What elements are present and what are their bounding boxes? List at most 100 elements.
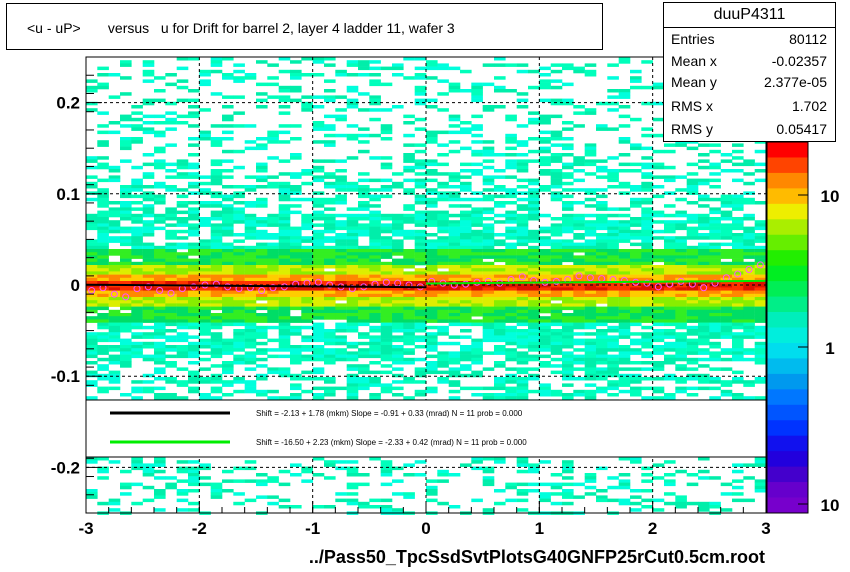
- heatmap-cell: [86, 108, 98, 112]
- heatmap-cell: [607, 287, 619, 291]
- heatmap-cell: [698, 181, 710, 186]
- heatmap-cell: [754, 223, 767, 227]
- heatmap-cell: [437, 316, 449, 320]
- heatmap-cell: [743, 172, 755, 176]
- heatmap-cell: [528, 341, 540, 346]
- heatmap-cell: [482, 242, 495, 247]
- heatmap-cell: [120, 303, 132, 307]
- heatmap-cell: [154, 357, 166, 362]
- heatmap-cell: [222, 226, 234, 231]
- heatmap-cell: [426, 386, 438, 391]
- heatmap-cell: [698, 249, 710, 253]
- heatmap-cell: [528, 345, 540, 349]
- heatmap-cell: [754, 329, 767, 333]
- heatmap-cell: [210, 335, 223, 339]
- heatmap-cell: [369, 204, 381, 208]
- heatmap-cell: [210, 265, 223, 269]
- heatmap-cell: [732, 293, 744, 298]
- heatmap-cell: [641, 271, 653, 275]
- heatmap-cell: [482, 306, 495, 311]
- heatmap-cell: [573, 338, 585, 343]
- heatmap-cell: [165, 117, 177, 122]
- heatmap-cell: [335, 213, 347, 218]
- heatmap-cell: [199, 300, 211, 304]
- heatmap-cell: [664, 329, 676, 333]
- heatmap-cell: [335, 309, 347, 314]
- heatmap-cell: [414, 370, 427, 375]
- heatmap-cell: [720, 169, 733, 173]
- heatmap-cell: [641, 313, 653, 317]
- heatmap-cell: [539, 386, 551, 391]
- heatmap-cell: [199, 261, 211, 266]
- heatmap-cell: [732, 306, 744, 311]
- heatmap-cell: [460, 204, 472, 208]
- heatmap-cell: [709, 185, 721, 189]
- heatmap-cell: [698, 265, 710, 269]
- heatmap-cell: [244, 293, 257, 298]
- heatmap-cell: [380, 213, 393, 218]
- heatmap-cell: [596, 239, 608, 243]
- heatmap-cell: [86, 220, 98, 224]
- heatmap-cell: [505, 252, 517, 256]
- heatmap-cell: [86, 345, 98, 349]
- heatmap-cell: [278, 322, 291, 327]
- heatmap-cell: [652, 265, 665, 269]
- heatmap-cell: [278, 159, 291, 163]
- heatmap-cell: [732, 220, 744, 224]
- heatmap-cell: [618, 153, 631, 157]
- heatmap-cell: [754, 261, 767, 266]
- heatmap-cell: [131, 482, 143, 487]
- heatmap-cell: [539, 121, 551, 125]
- heatmap-cell: [312, 335, 325, 339]
- heatmap-cell: [460, 287, 472, 291]
- heatmap-cell: [86, 185, 98, 189]
- heatmap-cell: [199, 306, 211, 311]
- heatmap-cell: [426, 201, 438, 205]
- heatmap-cell: [426, 284, 438, 288]
- heatmap-cell: [618, 95, 631, 99]
- heatmap-cell: [539, 137, 551, 141]
- heatmap-cell: [165, 287, 177, 291]
- heatmap-cell: [97, 201, 109, 205]
- heatmap-cell: [346, 124, 359, 128]
- heatmap-cell: [584, 370, 597, 375]
- heatmap-cell: [562, 396, 574, 400]
- heatmap-cell: [403, 329, 415, 333]
- heatmap-cell: [346, 261, 359, 266]
- heatmap-cell: [108, 309, 121, 314]
- heatmap-cell: [471, 466, 483, 471]
- heatmap-cell: [641, 217, 653, 221]
- heatmap-cell: [165, 175, 177, 179]
- heatmap-cell: [720, 277, 733, 282]
- heatmap-cell: [528, 338, 540, 343]
- heatmap-cell: [131, 140, 143, 144]
- heatmap-cell: [142, 63, 155, 67]
- heatmap-cell: [437, 332, 449, 336]
- heatmap-cell: [437, 245, 449, 250]
- heatmap-cell: [120, 345, 132, 349]
- heatmap-cell: [233, 293, 245, 298]
- heatmap-cell: [312, 357, 325, 362]
- heatmap-cell: [131, 277, 143, 282]
- stat-row-rms-x: RMS x 1.702: [664, 98, 835, 120]
- heatmap-cell: [732, 239, 744, 243]
- heatmap-cell: [86, 309, 98, 314]
- heatmap-cell: [312, 204, 325, 208]
- heatmap-cell: [414, 261, 427, 266]
- heatmap-cell: [482, 178, 495, 183]
- heatmap-cell: [244, 466, 257, 471]
- heatmap-cell: [652, 297, 665, 301]
- heatmap-cell: [505, 393, 517, 397]
- heatmap-cell: [358, 348, 370, 352]
- heatmap-cell: [675, 252, 687, 256]
- heatmap-cell: [720, 389, 733, 394]
- heatmap-cell: [528, 117, 540, 122]
- heatmap-cell: [550, 245, 563, 250]
- x-tick-label: -1: [305, 519, 320, 538]
- heatmap-cell: [108, 95, 121, 99]
- heatmap-cell: [573, 201, 585, 205]
- heatmap-cell: [494, 233, 506, 237]
- heatmap-cell: [618, 498, 631, 503]
- heatmap-cell: [448, 66, 461, 71]
